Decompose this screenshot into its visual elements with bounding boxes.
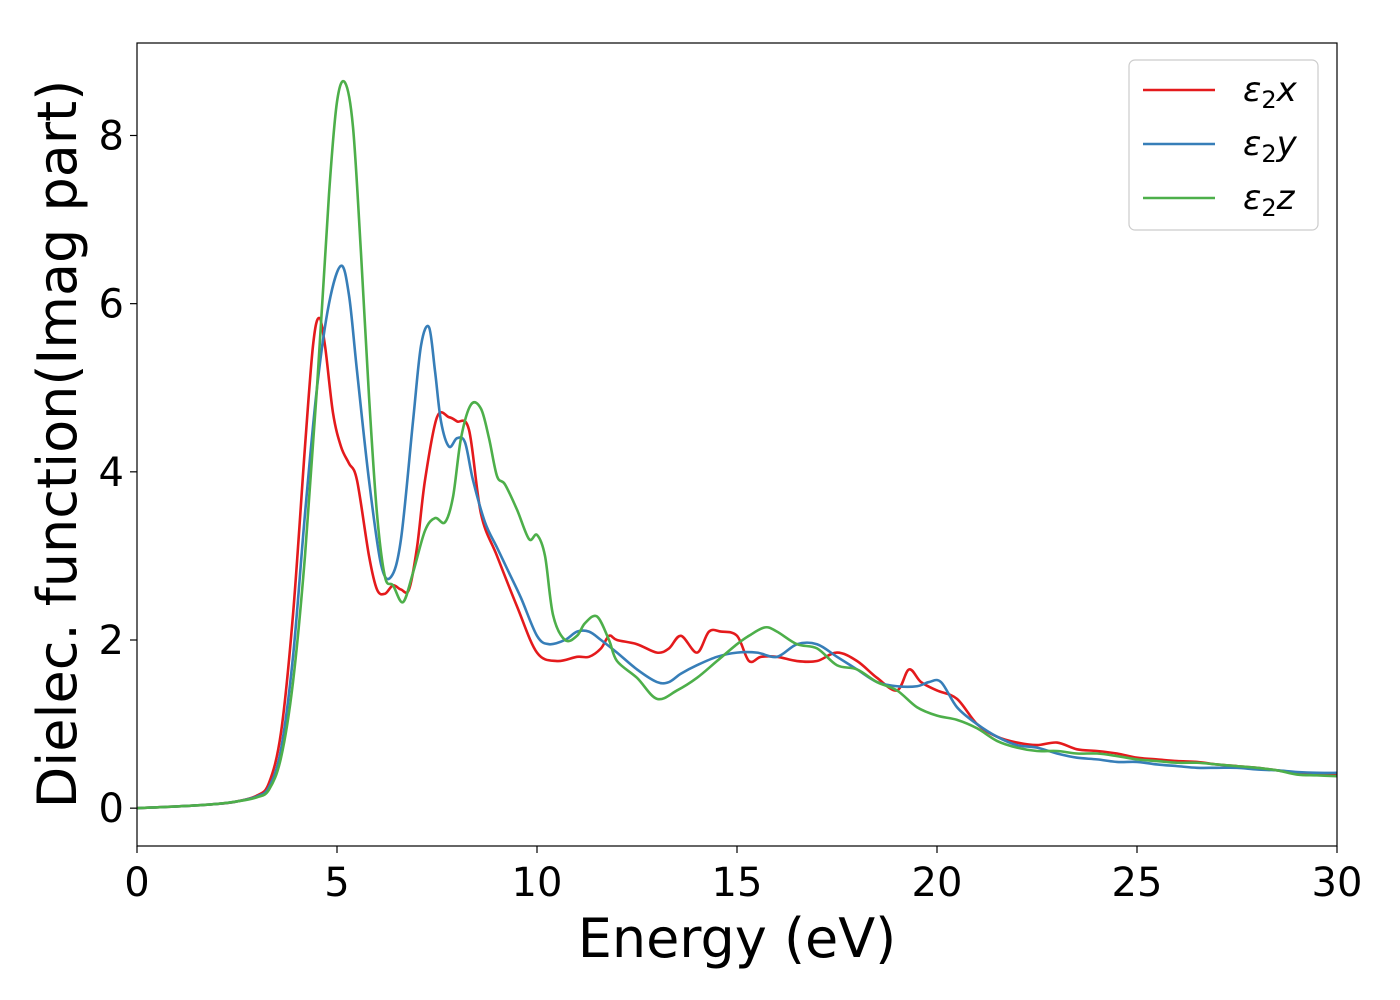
x-tick-label: 5	[324, 860, 349, 906]
y-tick-label: 4	[99, 450, 124, 496]
legend-label-symbol: ε	[1243, 124, 1261, 164]
legend-label-component: y	[1276, 124, 1298, 164]
legend-label-component: z	[1276, 178, 1296, 218]
legend-label-y: ε2y	[1243, 124, 1298, 168]
x-tick-label: 10	[512, 860, 563, 906]
legend-label-component: x	[1276, 70, 1298, 110]
x-axis-label: Energy (eV)	[578, 907, 897, 970]
series-layer	[136, 79, 1338, 810]
x-tick-label: 30	[1312, 860, 1363, 906]
x-tick-label: 15	[712, 860, 763, 906]
legend-box	[1128, 59, 1319, 231]
x-ticks: 0 5 10 15 20 25 30	[124, 846, 1362, 906]
legend-label-subscript: 2	[1261, 86, 1276, 114]
legend-label-x: ε2x	[1243, 70, 1298, 114]
y-tick-label: 6	[99, 282, 124, 328]
y-axis-label: Dielec. function(Imag part)	[26, 80, 89, 809]
x-tick-label: 0	[124, 860, 149, 906]
series-line-x	[136, 316, 1338, 810]
series-line-y	[136, 264, 1338, 810]
legend-label-symbol: ε	[1243, 178, 1261, 218]
y-tick-label: 0	[99, 786, 124, 832]
y-tick-label: 2	[99, 618, 124, 664]
series-line-z	[136, 79, 1338, 810]
legend-label-symbol: ε	[1243, 70, 1261, 110]
y-ticks: 0 2 4 6 8	[99, 113, 137, 832]
x-tick-label: 25	[1112, 860, 1163, 906]
x-tick-label: 20	[912, 860, 963, 906]
legend-label-subscript: 2	[1261, 140, 1276, 168]
legend-label-subscript: 2	[1261, 194, 1276, 222]
y-tick-label: 8	[99, 113, 124, 159]
legend-label-z: ε2z	[1243, 178, 1296, 222]
